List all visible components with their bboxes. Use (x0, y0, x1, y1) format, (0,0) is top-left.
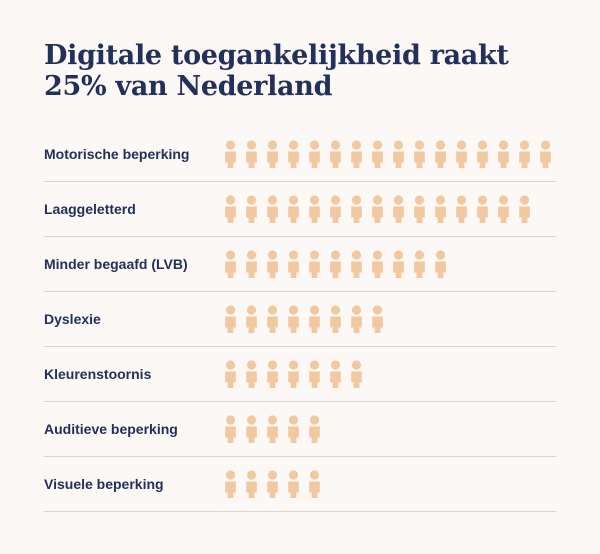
icon-group (224, 237, 564, 291)
category-label: Auditieve beperking (44, 421, 178, 437)
category-label: Laaggeletterd (44, 201, 136, 217)
person-icon (477, 195, 488, 223)
person-icon (456, 140, 467, 168)
category-label: Dyslexie (44, 311, 101, 327)
category-label: Visuele beperking (44, 476, 164, 492)
person-icon (351, 250, 362, 278)
person-icon (309, 360, 320, 388)
person-icon (267, 195, 278, 223)
person-icon (351, 305, 362, 333)
person-icon (288, 360, 299, 388)
person-icon (267, 360, 278, 388)
person-icon (393, 250, 404, 278)
icon-group (224, 182, 564, 236)
person-icon (372, 250, 383, 278)
title-line-1: Digitale toegankelijkheid raakt (44, 40, 509, 71)
person-icon (330, 250, 341, 278)
chart-row: Laaggeletterd (44, 182, 556, 237)
person-icon (477, 140, 488, 168)
category-label: Kleurenstoornis (44, 366, 152, 382)
person-icon (435, 140, 446, 168)
person-icon (309, 195, 320, 223)
chart-row: Dyslexie (44, 292, 556, 347)
person-icon (246, 415, 257, 443)
person-icon (225, 305, 236, 333)
icon-group (224, 127, 564, 181)
person-icon (351, 195, 362, 223)
person-icon (351, 140, 362, 168)
page-title: Digitale toegankelijkheid raakt 25% van … (44, 40, 564, 102)
person-icon (288, 305, 299, 333)
person-icon (414, 250, 425, 278)
person-icon (414, 195, 425, 223)
person-icon (225, 250, 236, 278)
person-icon (267, 250, 278, 278)
person-icon (309, 305, 320, 333)
person-icon (330, 305, 341, 333)
person-icon (288, 470, 299, 498)
icon-group (224, 402, 564, 456)
person-icon (351, 360, 362, 388)
person-icon (267, 140, 278, 168)
person-icon (498, 195, 509, 223)
person-icon (246, 195, 257, 223)
chart-row: Visuele beperking (44, 457, 556, 512)
person-icon (372, 140, 383, 168)
person-icon (225, 470, 236, 498)
chart-row: Minder begaafd (LVB) (44, 237, 556, 292)
category-label: Motorische beperking (44, 146, 190, 162)
person-icon (246, 360, 257, 388)
person-icon (435, 195, 446, 223)
person-icon (519, 195, 530, 223)
person-icon (225, 415, 236, 443)
person-icon (372, 305, 383, 333)
title-line-2: 25% van Nederland (44, 71, 333, 102)
person-icon (225, 140, 236, 168)
person-icon (246, 305, 257, 333)
pictogram-chart: Motorische beperking Laaggeletterd Minder … (44, 127, 556, 512)
person-icon (246, 140, 257, 168)
person-icon (288, 140, 299, 168)
category-label: Minder begaafd (LVB) (44, 256, 188, 272)
person-icon (246, 470, 257, 498)
person-icon (456, 195, 467, 223)
icon-group (224, 457, 564, 511)
person-icon (225, 360, 236, 388)
person-icon (267, 470, 278, 498)
person-icon (393, 195, 404, 223)
person-icon (267, 415, 278, 443)
person-icon (267, 305, 278, 333)
person-icon (288, 250, 299, 278)
person-icon (393, 140, 404, 168)
person-icon (330, 360, 341, 388)
person-icon (330, 195, 341, 223)
person-icon (330, 140, 341, 168)
person-icon (309, 250, 320, 278)
person-icon (540, 140, 551, 168)
person-icon (498, 140, 509, 168)
icon-group (224, 347, 564, 401)
person-icon (414, 140, 425, 168)
icon-group (224, 292, 564, 346)
person-icon (372, 195, 383, 223)
person-icon (309, 140, 320, 168)
person-icon (519, 140, 530, 168)
person-icon (246, 250, 257, 278)
person-icon (309, 415, 320, 443)
person-icon (225, 195, 236, 223)
person-icon (435, 250, 446, 278)
person-icon (288, 415, 299, 443)
chart-row: Motorische beperking (44, 127, 556, 182)
person-icon (309, 470, 320, 498)
chart-row: Kleurenstoornis (44, 347, 556, 402)
person-icon (288, 195, 299, 223)
chart-row: Auditieve beperking (44, 402, 556, 457)
